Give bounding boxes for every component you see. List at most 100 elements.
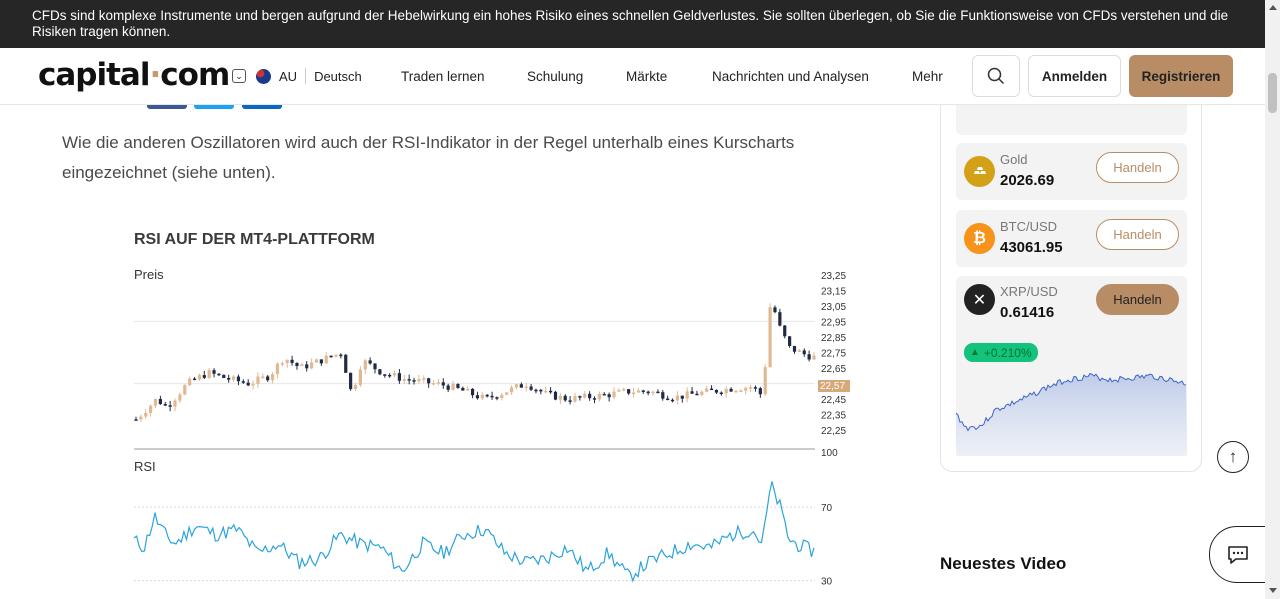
- candle-body: [266, 376, 270, 381]
- candle-body: [353, 384, 358, 389]
- latest-video-heading: Neuestes Video: [940, 554, 1067, 573]
- candle-body: [183, 385, 187, 395]
- logo-dot: ·: [149, 57, 161, 93]
- candle-body: [270, 374, 275, 381]
- login-button[interactable]: Anmelden: [1028, 55, 1121, 97]
- candle-body: [290, 359, 294, 363]
- arrow-up-icon: ▲: [970, 347, 980, 358]
- candle-body: [670, 399, 675, 402]
- candle-body: [373, 363, 377, 370]
- nav-nachrichten-und-analysen[interactable]: Nachrichten und Analysen: [712, 69, 869, 84]
- trade-button-xrp[interactable]: Handeln: [1096, 284, 1179, 315]
- candle-body: [231, 376, 236, 380]
- price-tick-label: 22,35: [821, 411, 846, 422]
- nav-mehr[interactable]: Mehr: [912, 69, 943, 84]
- price-tick-label: 22,45: [821, 395, 846, 406]
- scrollbar-thumb[interactable]: [1268, 73, 1277, 113]
- candle-body: [563, 395, 567, 401]
- language-label: Deutsch: [314, 68, 362, 84]
- candle-body: [158, 398, 162, 405]
- candle-body: [295, 362, 299, 367]
- risk-warning-banner: CFDs sind komplexe Instrumente und berge…: [0, 0, 1265, 48]
- candle-body: [358, 369, 362, 385]
- candle-body: [778, 312, 782, 326]
- candle-body: [646, 391, 650, 394]
- capital-com-logo[interactable]: capital·com: [38, 57, 230, 93]
- candle-body: [529, 386, 533, 390]
- asset-card-btc[interactable]: ₿ BTC/USD 43061.95 Handeln: [956, 210, 1187, 267]
- rsi-tick-label: 100: [821, 448, 838, 459]
- twitter-share-button[interactable]: [194, 105, 234, 109]
- register-button[interactable]: Registrieren: [1129, 55, 1233, 97]
- candle-body: [744, 387, 748, 391]
- candle-body: [466, 388, 470, 391]
- candle-body: [729, 388, 733, 392]
- trade-button-btc[interactable]: Handeln: [1096, 219, 1179, 250]
- logo-text: capital: [38, 57, 150, 93]
- xrp-sparkline: [956, 372, 1187, 456]
- candle-body: [773, 307, 777, 313]
- candle-body: [714, 389, 719, 393]
- article-paragraph: Wie die anderen Oszillatoren wird auch d…: [62, 133, 795, 182]
- candle-body: [451, 384, 455, 390]
- markets-sidebar-panel: [940, 105, 1202, 472]
- candle-body: [349, 372, 353, 389]
- scroll-to-top-button[interactable]: ↑: [1217, 441, 1249, 473]
- xrp-icon: ✕: [964, 284, 995, 315]
- candle-body: [261, 376, 265, 378]
- candle-body: [275, 363, 280, 375]
- candle-body: [549, 390, 553, 393]
- nav-schulung[interactable]: Schulung: [527, 69, 584, 84]
- candle-body: [524, 386, 528, 389]
- candle-body: [456, 384, 460, 388]
- candle-body: [431, 383, 436, 385]
- scroll-down-arrow[interactable]: [1269, 588, 1277, 593]
- asset-card-gold[interactable]: Gold 2026.69 Handeln: [956, 143, 1187, 200]
- candle-body: [329, 355, 333, 358]
- candle-body: [724, 388, 728, 394]
- rsi-panel-label: RSI: [134, 459, 156, 474]
- price-tick-label: 23,25: [821, 271, 846, 282]
- nav-traden-lernen[interactable]: Traden lernen: [401, 69, 485, 84]
- candle-body: [407, 379, 411, 381]
- facebook-share-button[interactable]: [147, 105, 187, 109]
- candle-body: [212, 370, 216, 374]
- candle-body: [168, 405, 172, 407]
- candle-body: [636, 390, 641, 393]
- candle-body: [690, 391, 694, 394]
- candle-body: [539, 389, 543, 392]
- candle-body: [617, 390, 621, 392]
- candle-body: [339, 354, 343, 357]
- candle-body: [436, 382, 441, 384]
- trade-button-gold[interactable]: Handeln: [1096, 152, 1179, 183]
- candle-body: [514, 384, 519, 388]
- linkedin-share-button[interactable]: [242, 105, 282, 109]
- candle-body: [139, 416, 143, 420]
- page-scrollbar[interactable]: [1265, 0, 1280, 599]
- candle-body: [812, 355, 816, 360]
- nav-maerkte[interactable]: Märkte: [626, 69, 668, 84]
- scroll-up-arrow[interactable]: [1269, 5, 1277, 10]
- region-language-selector[interactable]: ⌄ AU Deutsch: [232, 68, 362, 84]
- candle-body: [217, 373, 221, 376]
- candle-body: [280, 363, 284, 365]
- candle-body: [788, 336, 792, 346]
- candle-body: [427, 378, 431, 384]
- candle-body: [202, 375, 206, 378]
- candle-body: [417, 379, 421, 382]
- chevron-down-icon: ⌄: [232, 69, 246, 83]
- chat-bubble-icon: [1228, 545, 1248, 564]
- candle-body: [241, 381, 245, 383]
- asset-name: Gold: [1000, 152, 1028, 167]
- candle-body: [651, 391, 655, 394]
- current-price-label: 22,57: [820, 381, 845, 392]
- asset-name: XRP/USD: [1000, 284, 1058, 299]
- candle-body: [553, 391, 558, 400]
- candle-body: [505, 392, 509, 395]
- asset-card-xrp[interactable]: ✕ XRP/USD 0.61416 Handeln: [956, 276, 1187, 456]
- price-tick-label: 22,65: [821, 364, 846, 375]
- candle-body: [480, 394, 484, 399]
- search-button[interactable]: [972, 55, 1020, 97]
- candle-body: [470, 388, 475, 396]
- rsi-tick-label: 30: [821, 577, 833, 588]
